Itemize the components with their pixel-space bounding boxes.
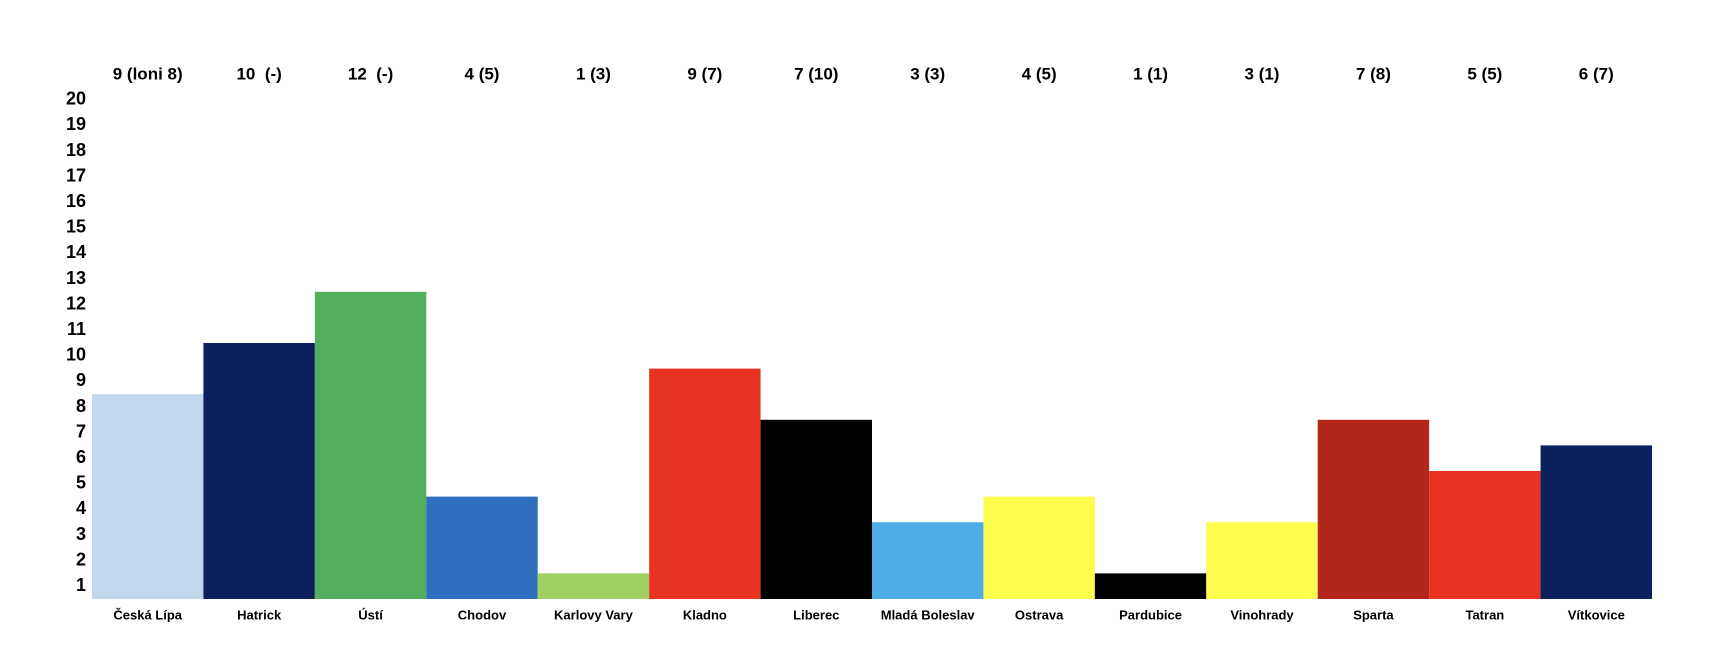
- bar: [1094, 573, 1207, 599]
- top-label: 4 (5): [465, 64, 500, 83]
- x-tick-label: Česká Lípa: [113, 607, 182, 622]
- x-tick-label: Chodov: [458, 607, 507, 622]
- bar: [537, 573, 650, 599]
- x-tick-label: Vinohrady: [1230, 607, 1294, 622]
- top-label: 7 (8): [1356, 64, 1391, 83]
- top-label: 1 (1): [1133, 64, 1168, 83]
- y-tick-label: 2: [76, 549, 86, 569]
- top-label: 1 (3): [576, 64, 611, 83]
- bar: [203, 343, 315, 599]
- y-tick-label: 6: [76, 447, 86, 467]
- x-tick-label: Hatrick: [237, 607, 282, 622]
- bar: [983, 496, 1095, 599]
- x-tick-label: Ústí: [358, 607, 383, 622]
- bar: [1540, 445, 1652, 599]
- bar: [1206, 522, 1318, 599]
- y-tick-label: 5: [76, 473, 86, 493]
- y-tick-label: 3: [76, 524, 86, 544]
- top-label: 9 (loni 8): [113, 64, 183, 83]
- x-tick-label: Mladá Boleslav: [881, 607, 976, 622]
- top-label: 10 (-): [236, 64, 281, 83]
- bar: [649, 368, 761, 599]
- top-label: 7 (10): [794, 64, 838, 83]
- x-tick-label: Kladno: [683, 607, 727, 622]
- bar: [314, 291, 427, 599]
- y-tick-label: 8: [76, 396, 86, 416]
- top-label: 3 (3): [910, 64, 945, 83]
- x-tick-label: Ostrava: [1015, 607, 1064, 622]
- bar: [1317, 419, 1430, 599]
- top-label: 5 (5): [1467, 64, 1502, 83]
- y-tick-label: 14: [66, 242, 86, 262]
- x-tick-label: Sparta: [1353, 607, 1394, 622]
- y-tick-label: 20: [66, 89, 86, 109]
- x-tick-label: Vítkovice: [1568, 607, 1625, 622]
- x-tick-label: Pardubice: [1119, 607, 1182, 622]
- y-tick-label: 1: [76, 575, 86, 595]
- y-tick-label: 12: [66, 293, 86, 313]
- y-tick-label: 15: [66, 217, 86, 237]
- bar: [426, 496, 538, 599]
- top-label: 6 (7): [1579, 64, 1614, 83]
- y-tick-label: 10: [66, 345, 86, 365]
- y-tick-label: 9: [76, 370, 86, 390]
- bar: [1429, 471, 1541, 599]
- y-tick-label: 11: [67, 319, 86, 339]
- y-tick-label: 16: [66, 191, 86, 211]
- bar: [872, 522, 984, 599]
- x-tick-label: Liberec: [793, 607, 839, 622]
- y-tick-label: 17: [66, 165, 86, 185]
- y-tick-label: 19: [66, 114, 86, 134]
- x-tick-label: Karlovy Vary: [554, 607, 634, 622]
- x-tick-label: Tatran: [1465, 607, 1504, 622]
- top-label: 3 (1): [1245, 64, 1280, 83]
- bar: [760, 419, 872, 599]
- top-label: 4 (5): [1022, 64, 1057, 83]
- top-label: 12 (-): [348, 64, 393, 83]
- y-tick-label: 7: [76, 421, 86, 441]
- top-label: 9 (7): [687, 64, 722, 83]
- y-tick-label: 4: [76, 498, 86, 518]
- y-tick-label: 13: [66, 268, 86, 288]
- y-tick-label: 18: [66, 140, 86, 160]
- bar: [92, 394, 204, 599]
